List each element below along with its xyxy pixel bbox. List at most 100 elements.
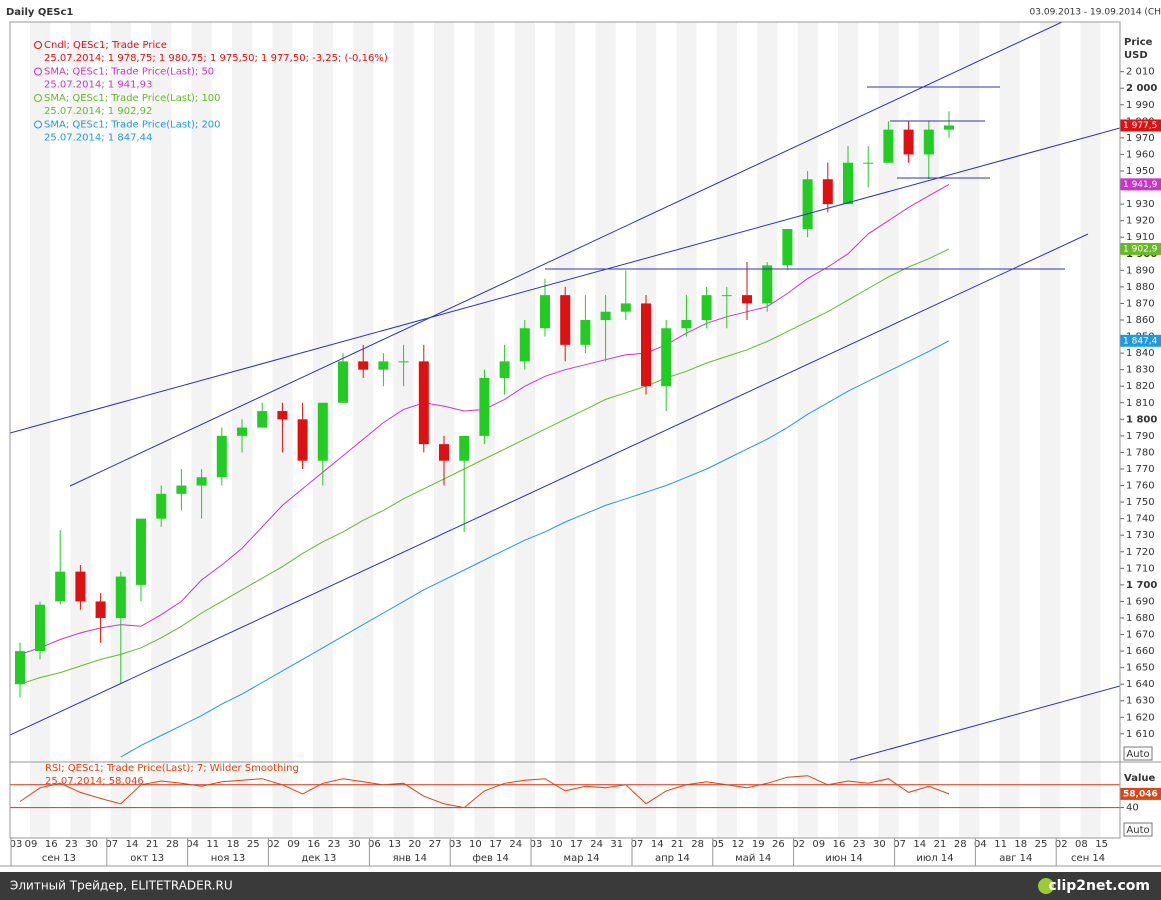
- candle-body: [237, 427, 247, 436]
- footer-brand[interactable]: clip2net.com: [1048, 878, 1150, 894]
- y-axis-title: Price: [1124, 37, 1153, 48]
- x-tick-label: 14: [651, 839, 664, 850]
- y-tick-label: 1 670: [1126, 630, 1155, 641]
- candle-body: [156, 493, 167, 519]
- candle-body: [782, 228, 793, 266]
- month-label: дек 13: [301, 853, 336, 864]
- x-tick-label: 04: [186, 839, 199, 850]
- candle-body: [681, 319, 692, 329]
- y-tick-label: 2 000: [1126, 83, 1157, 94]
- y-tick-label: 1 870: [1126, 298, 1155, 309]
- candle-body: [822, 179, 833, 205]
- y-tick-label: 1 920: [1126, 216, 1155, 227]
- y-tick-label: 1 680: [1126, 613, 1155, 624]
- week-stripes: [30, 22, 1101, 838]
- auto-button-label[interactable]: Auto: [1126, 825, 1149, 836]
- week-stripe: [30, 22, 51, 838]
- footer-source: Элитный Трейдер, ELITETRADER.RU: [10, 879, 233, 893]
- candle-body: [923, 129, 934, 155]
- y-tick-label: 1 990: [1126, 100, 1155, 111]
- candle-body: [762, 265, 773, 304]
- y-tick-label: 1 890: [1126, 265, 1155, 276]
- x-tick-label: 23: [853, 839, 866, 850]
- candle-body: [661, 328, 672, 387]
- candle-body: [196, 477, 207, 486]
- y-tick-label: 1 810: [1126, 398, 1155, 409]
- legend-name: SMA; QESc1; Trade Price(Last); 50: [44, 67, 214, 78]
- candle-body: [115, 576, 126, 618]
- x-tick-label: 15: [1095, 839, 1108, 850]
- week-stripe: [151, 22, 172, 838]
- x-tick-label: 26: [772, 839, 785, 850]
- auto-button-label[interactable]: Auto: [1126, 749, 1149, 760]
- auto-button[interactable]: [1123, 822, 1153, 837]
- x-tick-label: 20: [408, 839, 421, 850]
- y-tick-label: 1 650: [1126, 663, 1155, 674]
- x-tick-label: 14: [126, 839, 139, 850]
- week-stripe: [434, 22, 455, 838]
- x-tick-label: 27: [429, 839, 442, 850]
- y-tick-label: 1 740: [1126, 514, 1155, 525]
- candle-body: [721, 295, 732, 297]
- legend-icon: [34, 67, 42, 76]
- x-tick-label: 30: [873, 839, 886, 850]
- candle-body: [176, 485, 187, 494]
- candle-body: [580, 319, 591, 345]
- week-stripe: [716, 22, 737, 838]
- month-label: сен 14: [1071, 853, 1105, 864]
- candle-body: [863, 162, 874, 164]
- y-tick-label: 1 960: [1126, 149, 1155, 160]
- y-tick-label: 2 010: [1126, 67, 1155, 78]
- x-tick-label: 03: [530, 839, 543, 850]
- week-stripe: [393, 22, 414, 838]
- x-tick-label: 30: [85, 839, 98, 850]
- y-tick-label: 1 750: [1126, 497, 1155, 508]
- date-range: 03.09.2013 - 19.09.2014 (CH: [1030, 8, 1161, 18]
- candle-body: [338, 361, 348, 403]
- last-price-box: [1120, 119, 1161, 132]
- y-tick-label: 1 950: [1126, 166, 1155, 177]
- x-tick-label: 23: [65, 839, 78, 850]
- candle-body: [55, 571, 66, 602]
- y-tick-label: 1 630: [1126, 696, 1155, 707]
- y-tick-label: 1 860: [1126, 315, 1155, 326]
- x-tick-label: 12: [732, 839, 745, 850]
- candle-body: [620, 303, 631, 312]
- candle-body: [378, 361, 389, 370]
- chart-title: Daily QESc1: [6, 7, 73, 18]
- x-tick-label: 25: [1035, 839, 1048, 850]
- y-axis-title: Value: [1124, 773, 1155, 784]
- month-label: янв 14: [393, 853, 427, 864]
- candle-body: [358, 361, 369, 370]
- month-label: июн 14: [825, 853, 862, 864]
- x-tick-label: 18: [227, 839, 240, 850]
- candle-body: [257, 411, 268, 428]
- y-tick-label: 1 970: [1126, 133, 1155, 144]
- x-tick-label: 11: [994, 839, 1007, 850]
- month-label: ноя 13: [211, 853, 246, 864]
- x-tick-label: 09: [812, 839, 825, 850]
- x-tick-label: 21: [146, 839, 159, 850]
- x-tick-label: 16: [307, 839, 320, 850]
- x-tick-label: 10: [550, 839, 563, 850]
- trend-line: [10, 233, 1089, 736]
- x-tick-label: 07: [631, 839, 644, 850]
- rsi-line: [19, 775, 950, 809]
- week-stripe: [636, 22, 657, 838]
- y-tick-label: 1 620: [1126, 712, 1155, 723]
- y-tick-label: 1 800: [1126, 414, 1157, 425]
- x-tick-label: 11: [206, 839, 219, 850]
- trend-lines: [10, 22, 1120, 761]
- y-tick-label: 1 760: [1126, 481, 1155, 492]
- y-tick-label: 1 710: [1126, 563, 1155, 574]
- month-label: окт 13: [130, 853, 164, 864]
- month-label: апр 14: [655, 853, 690, 864]
- candle-body: [277, 411, 288, 420]
- y-tick-label: 40: [1126, 803, 1139, 814]
- x-tick-label: 05: [711, 839, 724, 850]
- candle-body: [499, 361, 510, 378]
- y-tick-label: 1 930: [1126, 199, 1155, 210]
- y-axis-unit: USD: [1124, 50, 1148, 61]
- auto-button[interactable]: [1123, 746, 1153, 761]
